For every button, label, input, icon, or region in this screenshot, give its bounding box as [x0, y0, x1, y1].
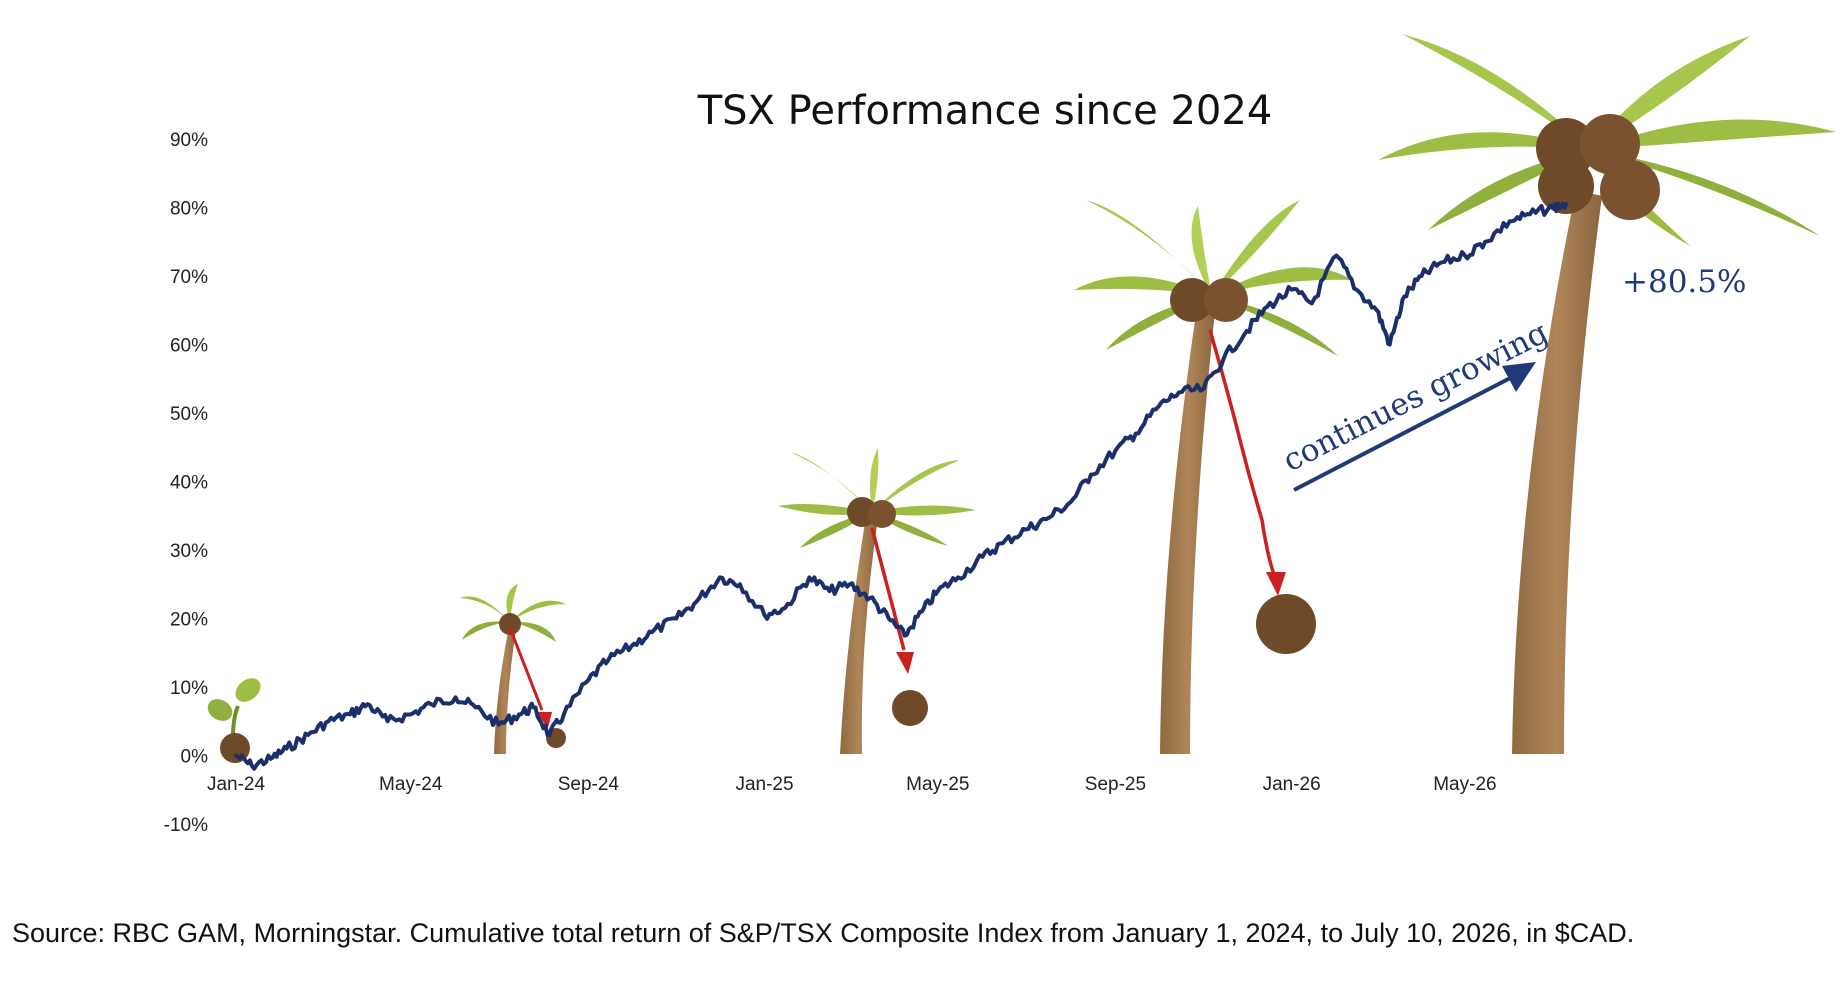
palm-illustrations — [207, 34, 1836, 763]
x-tick-label: Sep-24 — [558, 774, 620, 795]
sprout-icon — [207, 678, 261, 763]
x-tick-label: Jan-25 — [735, 774, 793, 795]
y-tick-label: 10% — [170, 678, 208, 699]
x-tick-label: May-24 — [379, 774, 443, 795]
y-tick-label: 20% — [170, 610, 208, 631]
x-tick-label: May-25 — [906, 774, 969, 795]
chart-title: TSX Performance since 2024 — [697, 88, 1273, 134]
y-tick-label: 70% — [170, 267, 208, 288]
growth-arrow — [1293, 362, 1536, 492]
large-palm-tree-icon — [1074, 200, 1352, 754]
y-axis-ticks: 90% 80% 70% 60% 50% 40% 30% 20% 10% 0% -10% — [164, 130, 208, 836]
tsx-series-line — [234, 201, 1568, 771]
y-tick-label: 40% — [170, 473, 208, 494]
giant-palm-tree-icon — [1378, 34, 1836, 754]
y-tick-label: 80% — [170, 199, 208, 220]
x-tick-label: May-26 — [1433, 774, 1496, 795]
x-tick-label: Sep-25 — [1085, 774, 1146, 795]
y-tick-label: 50% — [170, 404, 208, 425]
y-tick-label: -10% — [164, 815, 208, 836]
continues-growing-label: continues growing — [1277, 314, 1554, 479]
x-axis-ticks: Jan-24 May-24 Sep-24 Jan-25 May-25 Sep-25 Jan-… — [207, 774, 1497, 795]
source-note: Source: RBC GAM, Morningstar. Cumulative… — [12, 918, 1635, 948]
y-tick-label: 30% — [170, 541, 208, 562]
x-tick-label: Jan-26 — [1263, 774, 1321, 795]
y-tick-label: 0% — [181, 747, 209, 768]
x-tick-label: Jan-24 — [207, 774, 266, 795]
final-return-label: +80.5% — [1622, 264, 1746, 300]
y-tick-label: 90% — [170, 130, 208, 151]
medium-palm-tree-icon — [778, 448, 976, 754]
y-tick-label: 60% — [170, 336, 208, 357]
